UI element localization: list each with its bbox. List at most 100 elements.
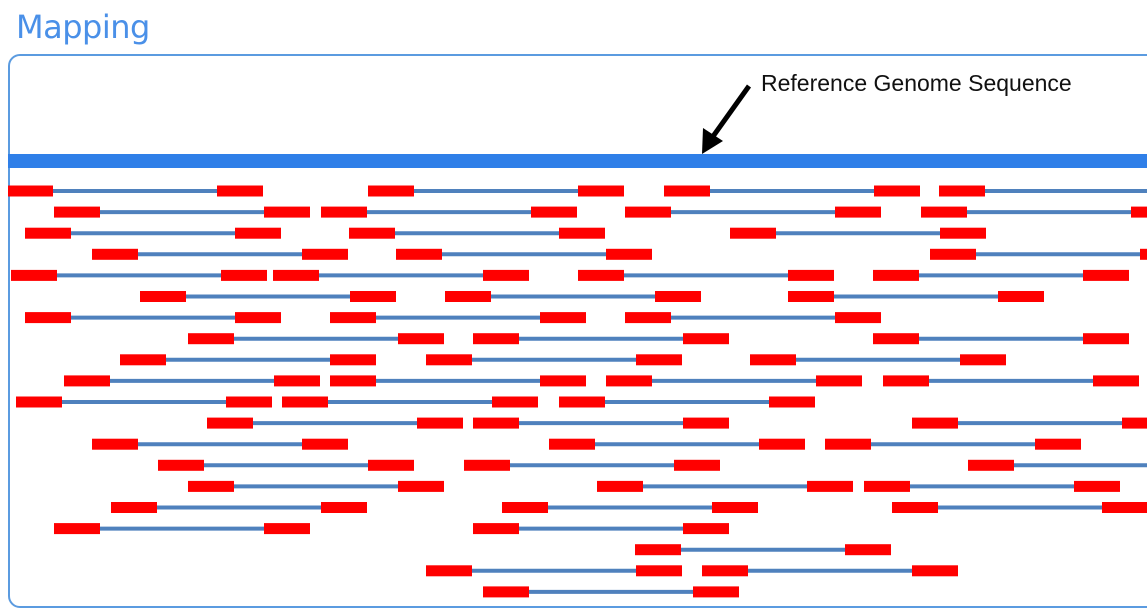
read-end-segment xyxy=(750,354,796,366)
read-end-segment xyxy=(321,206,367,218)
read-end-segment xyxy=(445,291,491,302)
read-end-segment xyxy=(883,375,929,387)
read-end-segment xyxy=(655,291,701,302)
read-end-segment xyxy=(426,565,472,577)
read-end-segment xyxy=(502,502,548,513)
read-end-segment xyxy=(398,480,444,492)
read-end-segment xyxy=(16,396,62,408)
paired-read xyxy=(578,269,834,281)
paired-read xyxy=(396,248,652,260)
read-end-segment xyxy=(330,354,376,366)
paired-read xyxy=(8,185,263,197)
read-end-segment xyxy=(483,269,529,281)
read-end-segment xyxy=(636,354,682,366)
read-end-segment xyxy=(8,185,53,197)
read-end-segment xyxy=(759,438,805,450)
paired-read xyxy=(64,375,320,387)
paired-read xyxy=(54,206,310,218)
paired-read xyxy=(282,396,538,408)
paired-read xyxy=(426,565,682,577)
read-end-segment xyxy=(302,438,348,450)
read-end-segment xyxy=(368,185,414,197)
read-end-segment xyxy=(712,502,758,513)
read-end-segment xyxy=(330,375,376,387)
paired-read xyxy=(473,333,729,345)
read-end-segment xyxy=(473,417,519,429)
read-end-segment xyxy=(64,375,110,387)
read-end-segment xyxy=(321,502,367,513)
read-end-segment xyxy=(235,227,281,239)
read-end-segment xyxy=(960,354,1006,366)
paired-read xyxy=(273,269,529,281)
paired-read xyxy=(368,185,624,197)
read-end-segment xyxy=(693,586,739,598)
paired-read xyxy=(54,523,310,535)
read-end-segment xyxy=(940,227,986,239)
read-end-segment xyxy=(54,523,100,535)
read-end-segment xyxy=(998,291,1044,302)
paired-read xyxy=(873,333,1129,345)
read-end-segment xyxy=(54,206,100,218)
paired-read xyxy=(25,312,281,324)
paired-read xyxy=(330,312,586,324)
paired-read xyxy=(464,459,720,471)
paired-read xyxy=(330,375,586,387)
read-end-segment xyxy=(226,396,272,408)
read-end-segment xyxy=(674,459,720,471)
paired-read xyxy=(111,502,367,513)
paired-read xyxy=(549,438,805,450)
read-end-segment xyxy=(492,396,538,408)
read-end-segment xyxy=(578,185,624,197)
read-end-segment xyxy=(483,586,529,598)
reference-genome-bar xyxy=(8,154,1147,168)
read-end-segment xyxy=(1074,480,1120,492)
read-end-segment xyxy=(188,480,234,492)
read-end-segment xyxy=(606,248,652,260)
read-end-segment xyxy=(1083,333,1129,345)
read-end-segment xyxy=(921,206,967,218)
read-end-segment xyxy=(473,523,519,535)
read-end-segment xyxy=(874,185,920,197)
paired-read xyxy=(939,185,1147,197)
read-end-segment xyxy=(845,544,891,556)
read-end-segment xyxy=(274,375,320,387)
read-end-segment xyxy=(235,312,281,324)
read-end-segment xyxy=(217,185,263,197)
diagram-frame xyxy=(8,54,1147,608)
paired-read xyxy=(606,375,862,387)
read-end-segment xyxy=(825,438,871,450)
read-end-segment xyxy=(92,438,138,450)
paired-read xyxy=(873,269,1129,281)
paired-read xyxy=(892,502,1147,513)
paired-read xyxy=(120,354,376,366)
read-end-segment xyxy=(625,206,671,218)
paired-read xyxy=(140,291,396,302)
paired-read xyxy=(473,417,729,429)
read-end-segment xyxy=(158,459,204,471)
paired-read xyxy=(426,354,682,366)
read-end-segment xyxy=(864,480,910,492)
read-end-segment xyxy=(207,417,253,429)
read-end-segment xyxy=(892,502,938,513)
read-end-segment xyxy=(1093,375,1139,387)
read-end-segment xyxy=(11,269,57,281)
read-end-segment xyxy=(111,502,157,513)
paired-read xyxy=(11,269,267,281)
paired-read xyxy=(92,248,348,260)
read-end-segment xyxy=(635,544,681,556)
paired-read xyxy=(968,459,1147,471)
read-end-segment xyxy=(730,227,776,239)
read-end-segment xyxy=(531,206,577,218)
read-end-segment xyxy=(426,354,472,366)
paired-read xyxy=(92,438,348,450)
read-end-segment xyxy=(873,269,919,281)
arrow-shaft xyxy=(706,84,752,144)
arrow-head xyxy=(702,128,723,154)
paired-read xyxy=(597,480,853,492)
read-end-segment xyxy=(1122,417,1147,429)
read-end-segment xyxy=(140,291,186,302)
paired-read xyxy=(473,523,729,535)
paired-read xyxy=(730,227,986,239)
read-end-segment xyxy=(788,269,834,281)
read-end-segment xyxy=(264,206,310,218)
